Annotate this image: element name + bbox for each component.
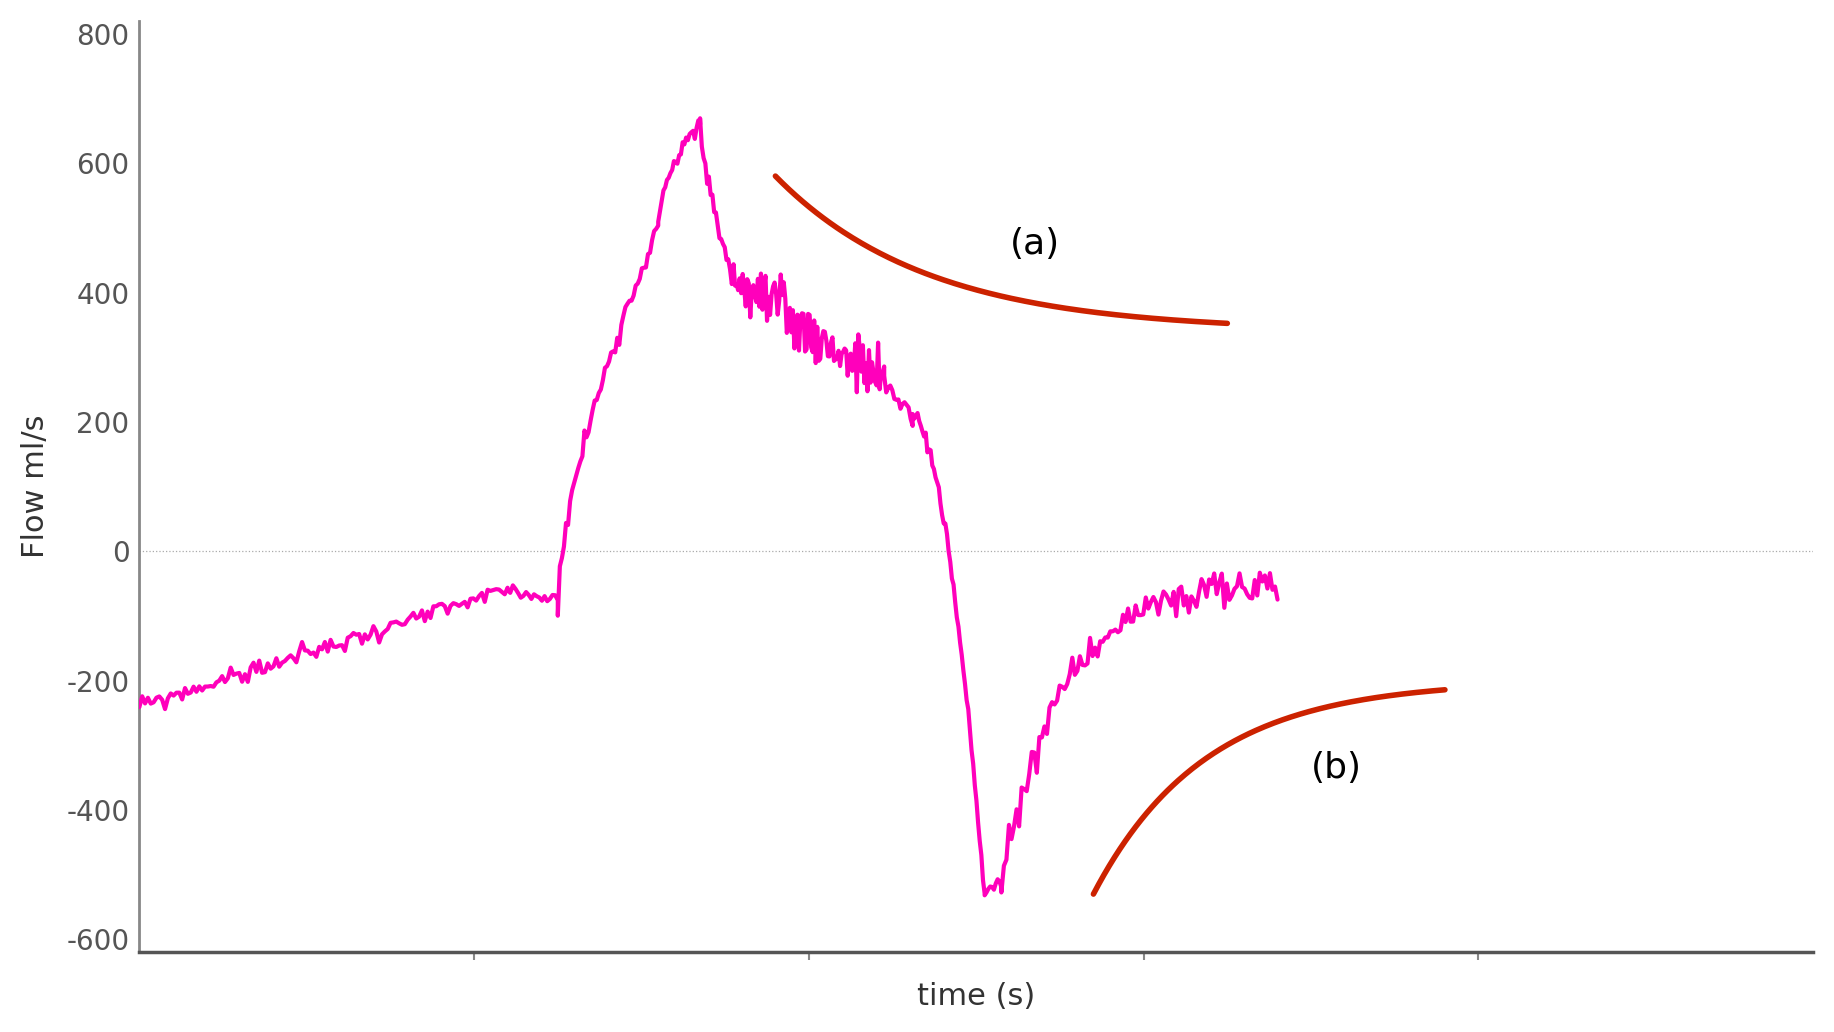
Y-axis label: Flow ml/s: Flow ml/s [20,415,50,558]
Text: (b): (b) [1311,750,1363,784]
X-axis label: time (s): time (s) [917,982,1036,1011]
Text: (a): (a) [1011,227,1060,261]
